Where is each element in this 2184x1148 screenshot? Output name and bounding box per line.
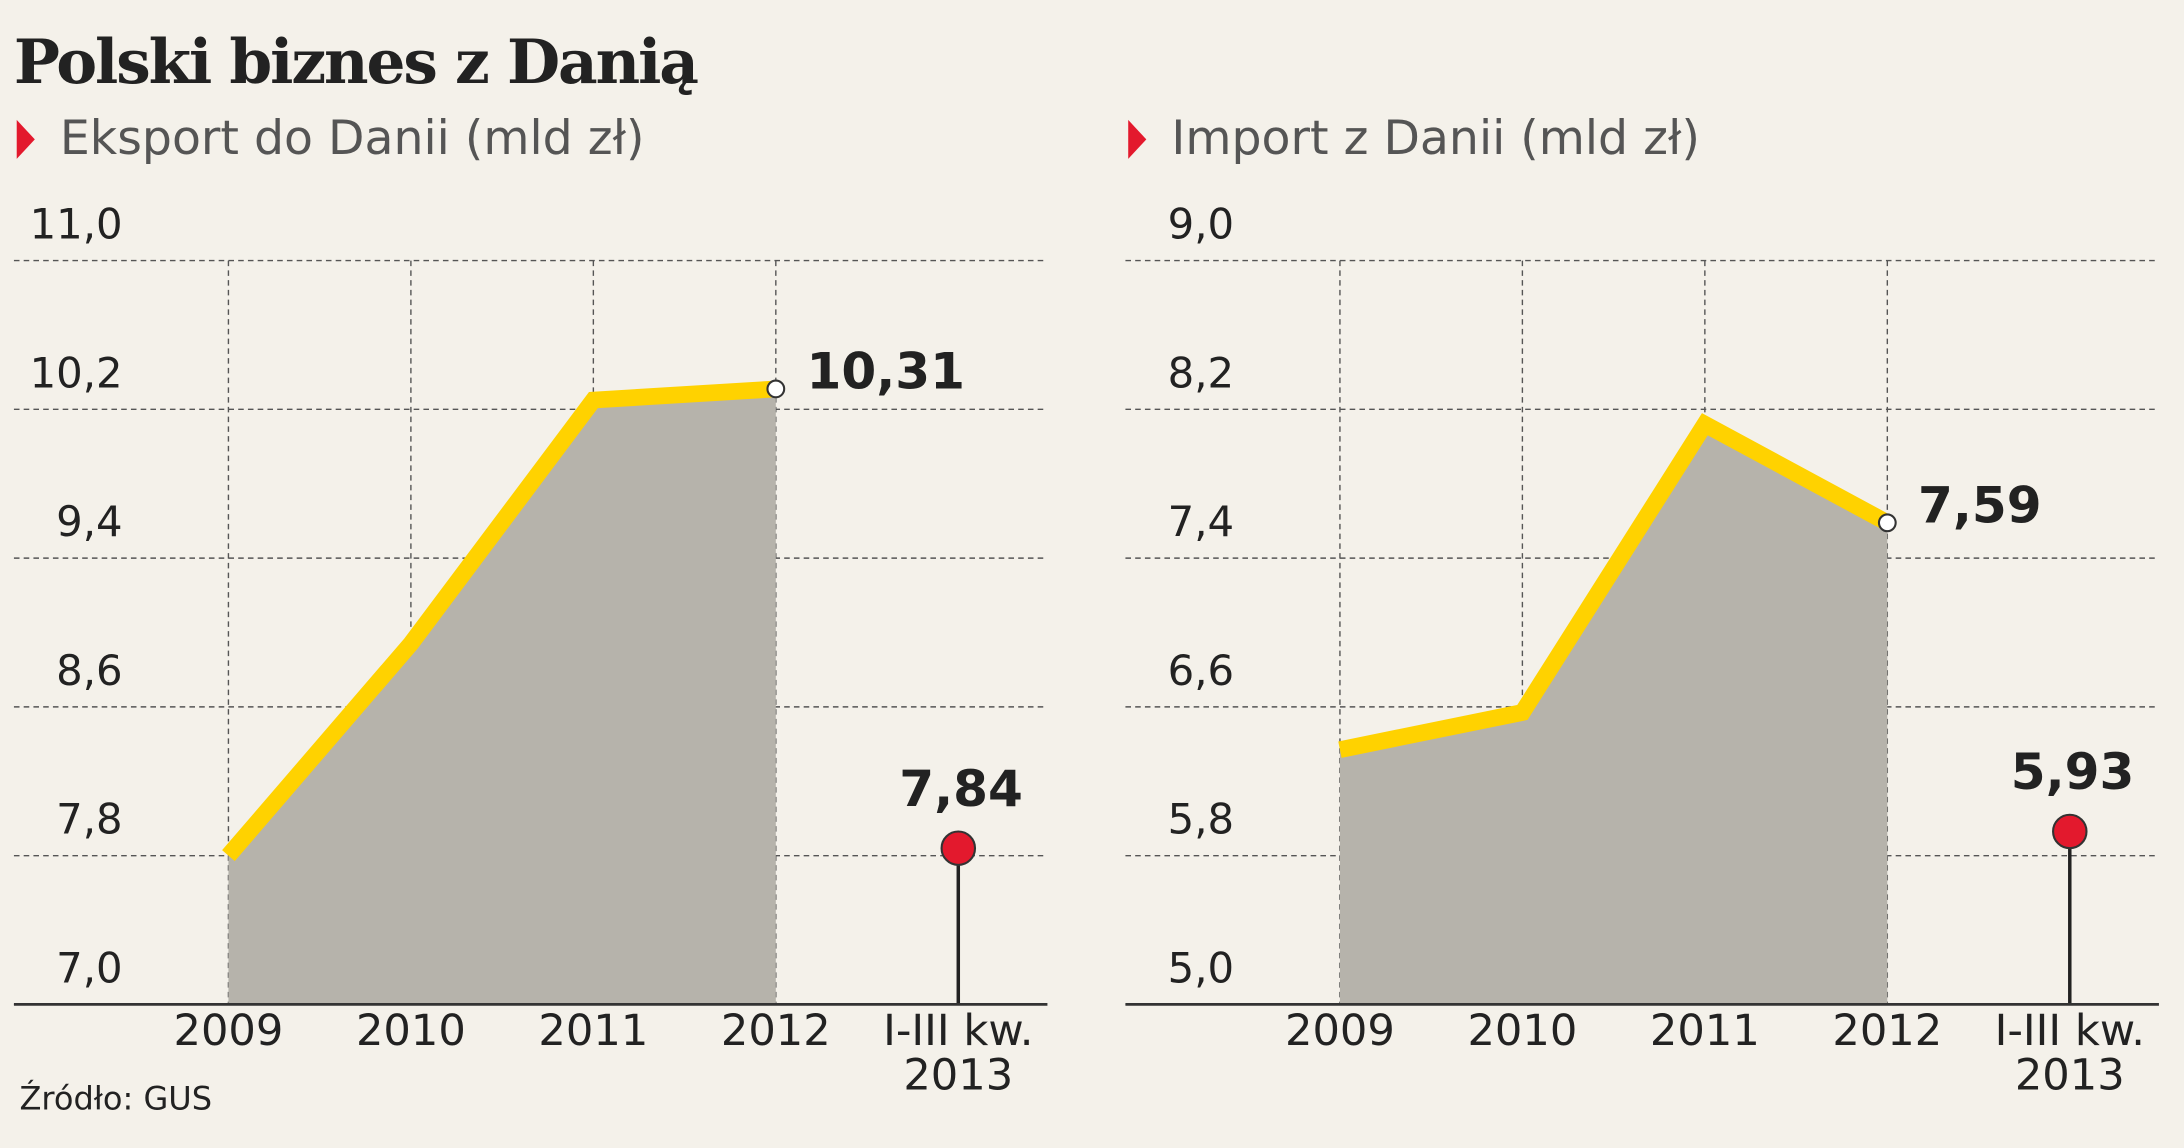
x-tick-label: 2009 bbox=[1284, 1008, 1395, 1056]
x-label-box: 2009 bbox=[173, 1008, 284, 1056]
end-point bbox=[1877, 513, 1897, 533]
point bbox=[2052, 813, 2088, 850]
x-tick-label: 2011 bbox=[538, 1008, 649, 1056]
y-tick-label: 8,6 bbox=[56, 646, 122, 695]
x-tick-label: I-III kw. 2013 bbox=[883, 1008, 1034, 1101]
source: Źródło: GUS bbox=[19, 1080, 212, 1118]
x-label-box: I-III kw. 2013 bbox=[1994, 1008, 2145, 1101]
x-label-box: 2012 bbox=[720, 1008, 831, 1056]
value-label: 10,31 bbox=[806, 341, 965, 400]
line bbox=[222, 380, 777, 862]
y-tick-label: 9,4 bbox=[56, 497, 122, 546]
x-tick-label: I-III kw. 2013 bbox=[1994, 1008, 2145, 1101]
x-label-box: I-III kw. 2013 bbox=[883, 1008, 1034, 1101]
value-label: 7,59 bbox=[1918, 475, 2042, 534]
x-label-box: 2009 bbox=[1284, 1008, 1395, 1056]
subtitle: Eksport do Danii (mld zł) bbox=[60, 111, 645, 166]
y-tick-label: 7,0 bbox=[56, 943, 122, 992]
y-tick-label: 7,8 bbox=[56, 795, 122, 844]
area bbox=[228, 388, 776, 1005]
x-tick-label: 2010 bbox=[355, 1008, 466, 1056]
subtitle: Import z Danii (mld zł) bbox=[1171, 111, 1700, 166]
y-tick-label: 8,2 bbox=[1168, 348, 1234, 397]
x-tick-label: 2011 bbox=[1649, 1008, 1760, 1056]
subtitle-marker bbox=[16, 119, 35, 159]
y-tick-label: 10,2 bbox=[30, 348, 123, 397]
line bbox=[1338, 413, 1892, 758]
x-label-box: 2012 bbox=[1832, 1008, 1943, 1056]
y-tick-label: 9,0 bbox=[1168, 200, 1234, 249]
point bbox=[940, 830, 977, 866]
end-point bbox=[766, 379, 786, 399]
x-tick-label: 2010 bbox=[1467, 1008, 1578, 1056]
x-tick-label: 2012 bbox=[720, 1008, 831, 1056]
subtitle-marker bbox=[1128, 119, 1147, 159]
x-label-box: 2011 bbox=[538, 1008, 649, 1056]
y-tick-label: 5,8 bbox=[1168, 795, 1234, 844]
y-tick-label: 11,0 bbox=[30, 200, 123, 249]
area bbox=[1339, 424, 1888, 1005]
value-label: 5,93 bbox=[2011, 742, 2135, 801]
title: Polski biznes z Danią bbox=[14, 26, 698, 98]
x-label-box: 2011 bbox=[1649, 1008, 1760, 1056]
x-tick-label: 2009 bbox=[173, 1008, 284, 1056]
x-label-box: 2010 bbox=[1467, 1008, 1578, 1056]
y-tick-label: 7,4 bbox=[1168, 497, 1234, 546]
y-tick-label: 5,0 bbox=[1168, 943, 1234, 992]
value-label: 7,84 bbox=[899, 759, 1023, 818]
y-tick-label: 6,6 bbox=[1168, 646, 1234, 695]
x-label-box: 2010 bbox=[355, 1008, 466, 1056]
x-tick-label: 2012 bbox=[1832, 1008, 1943, 1056]
